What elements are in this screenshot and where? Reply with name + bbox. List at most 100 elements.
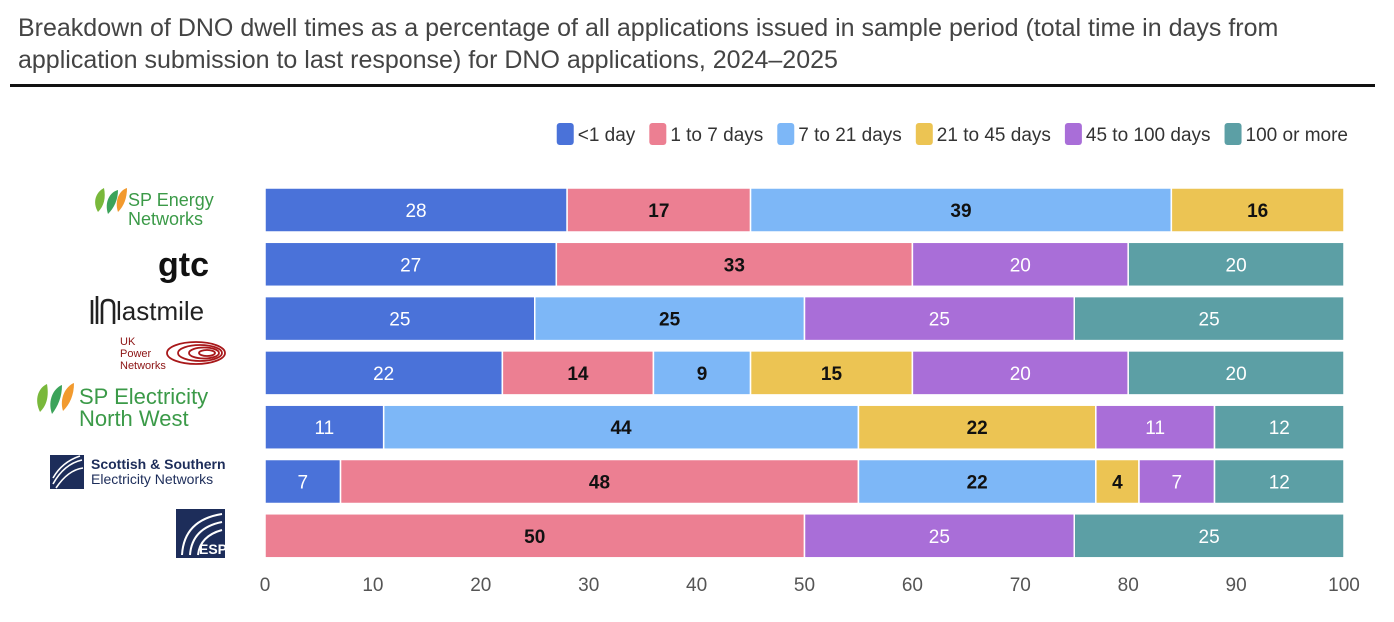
data-label: 7 bbox=[297, 473, 308, 494]
data-label: 11 bbox=[1145, 418, 1165, 439]
bar-segment bbox=[501, 350, 655, 396]
data-label: 22 bbox=[373, 364, 394, 385]
chart-title: Breakdown of DNO dwell times as a percen… bbox=[18, 14, 1279, 74]
logo-text-line: Power bbox=[120, 348, 152, 360]
logo-sp-energy-networks: SP Energy Networks bbox=[95, 188, 214, 229]
bar-segment bbox=[749, 350, 914, 396]
bar-segment bbox=[1170, 187, 1345, 233]
bar-segment bbox=[1213, 404, 1345, 450]
bars: 28 17 39 16 27 33 20 20 25 25 25 25 22 14 9 15 20 20 11 44 2… bbox=[264, 187, 1345, 559]
logo-esp: ESP bbox=[176, 509, 227, 558]
logo-text-line: Scottish & Southern bbox=[91, 456, 226, 472]
legend-label: 45 to 100 days bbox=[1086, 125, 1211, 146]
bar-segment bbox=[264, 458, 342, 505]
data-label: 20 bbox=[1226, 364, 1247, 385]
logo-text: lastmile bbox=[116, 296, 204, 326]
bar-segment bbox=[857, 404, 1097, 450]
bar-segment bbox=[1073, 513, 1345, 559]
data-label: 50 bbox=[524, 527, 545, 548]
legend-item: 7 to 21 days bbox=[777, 123, 902, 146]
legend: <1 day 1 to 7 days 7 to 21 days 21 to 45 da… bbox=[556, 123, 1348, 146]
data-label: 20 bbox=[1010, 255, 1031, 276]
logo-text-line: Electricity Networks bbox=[91, 471, 213, 487]
bar-segment bbox=[911, 350, 1129, 396]
x-tick-label: 70 bbox=[1010, 575, 1031, 596]
legend-swatch bbox=[777, 123, 795, 145]
lastmile-mark-icon bbox=[90, 296, 116, 324]
logo-text-line: UK bbox=[120, 336, 136, 348]
leaf-icon bbox=[37, 383, 74, 414]
legend-label: 100 or more bbox=[1246, 125, 1348, 146]
data-label: 25 bbox=[929, 527, 950, 548]
data-label: 33 bbox=[724, 255, 745, 276]
bar-segment bbox=[857, 458, 1097, 505]
legend-item: 21 to 45 days bbox=[915, 123, 1051, 146]
data-label: 20 bbox=[1226, 255, 1247, 276]
title-divider bbox=[10, 84, 1375, 87]
legend-label: 1 to 7 days bbox=[670, 125, 763, 146]
legend-label: <1 day bbox=[578, 125, 636, 146]
ssen-wave-icon bbox=[50, 455, 84, 489]
data-label: 16 bbox=[1247, 201, 1268, 222]
bar-segment bbox=[264, 295, 536, 342]
logo-sp-electricity-north-west: SP Electricity North West bbox=[37, 383, 208, 431]
data-label: 12 bbox=[1269, 473, 1290, 494]
legend-swatch bbox=[556, 123, 574, 145]
data-label: 12 bbox=[1269, 418, 1290, 439]
x-tick-label: 100 bbox=[1328, 575, 1360, 596]
data-label: 28 bbox=[405, 201, 426, 222]
legend-swatch bbox=[649, 123, 667, 145]
bar-segment bbox=[264, 187, 568, 233]
data-label: 11 bbox=[314, 418, 334, 439]
data-label: 17 bbox=[648, 201, 669, 222]
x-tick-label: 90 bbox=[1226, 575, 1247, 596]
bar-segment bbox=[1127, 241, 1345, 288]
bar-segment bbox=[803, 295, 1075, 342]
legend-item: 100 or more bbox=[1224, 123, 1348, 146]
data-label: 7 bbox=[1171, 473, 1182, 494]
x-tick-label: 0 bbox=[260, 575, 271, 596]
bar-segment bbox=[566, 187, 752, 233]
bar-segment bbox=[264, 350, 504, 396]
legend-label: 21 to 45 days bbox=[937, 125, 1051, 146]
legend-swatch bbox=[1224, 123, 1242, 145]
x-tick-label: 10 bbox=[362, 575, 383, 596]
x-tick-label: 30 bbox=[578, 575, 599, 596]
data-label: 15 bbox=[821, 364, 843, 385]
logo-lastmile: lastmile bbox=[90, 296, 204, 326]
x-axis: 0 10 20 30 40 50 60 70 80 90 100 bbox=[260, 575, 1360, 596]
data-label: 25 bbox=[659, 310, 681, 331]
legend-swatch bbox=[1064, 123, 1082, 145]
logo-scottish-southern: Scottish & Southern Electricity Networks bbox=[50, 455, 226, 489]
data-label: 20 bbox=[1010, 364, 1031, 385]
data-label: 4 bbox=[1112, 473, 1123, 494]
bar-segment bbox=[339, 458, 860, 505]
bar-segment bbox=[1138, 458, 1216, 505]
category-logos: SP Energy Networks gtc lastmile UK Power… bbox=[37, 188, 227, 558]
data-label: 22 bbox=[967, 473, 988, 494]
x-tick-label: 40 bbox=[686, 575, 707, 596]
x-tick-label: 50 bbox=[794, 575, 815, 596]
data-label: 39 bbox=[950, 201, 971, 222]
x-tick-label: 20 bbox=[470, 575, 491, 596]
data-label: 27 bbox=[400, 255, 421, 276]
data-label: 25 bbox=[1199, 310, 1220, 331]
data-label: 9 bbox=[697, 364, 708, 385]
bar-segment bbox=[911, 241, 1129, 288]
bar-segment bbox=[534, 295, 806, 342]
logo-text-line: North West bbox=[79, 406, 189, 431]
bar-segment bbox=[1095, 404, 1216, 450]
logo-text-line: SP Energy bbox=[128, 190, 214, 210]
leaf-icon bbox=[95, 188, 127, 214]
swirl-icon bbox=[166, 341, 226, 365]
data-label: 44 bbox=[610, 418, 632, 439]
x-tick-label: 60 bbox=[902, 575, 923, 596]
data-label: 25 bbox=[389, 310, 410, 331]
logo-text-line: Networks bbox=[128, 209, 203, 229]
legend-swatch bbox=[915, 123, 933, 145]
bar-segment bbox=[1213, 458, 1345, 505]
data-label: 25 bbox=[929, 310, 950, 331]
logo-text: ESP bbox=[199, 541, 227, 557]
bar-segment bbox=[803, 513, 1075, 559]
legend-item: 45 to 100 days bbox=[1064, 123, 1211, 146]
